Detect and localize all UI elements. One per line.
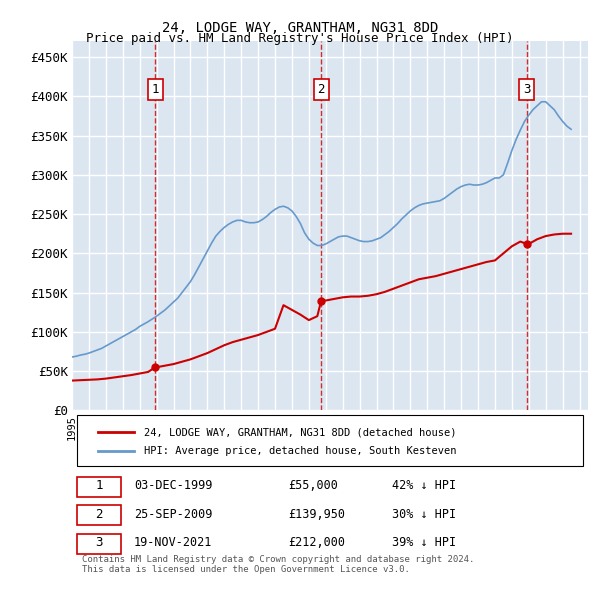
FancyBboxPatch shape (77, 415, 583, 466)
Text: £139,950: £139,950 (289, 508, 346, 521)
Text: Contains HM Land Registry data © Crown copyright and database right 2024.
This d: Contains HM Land Registry data © Crown c… (82, 555, 475, 575)
Text: 24, LODGE WAY, GRANTHAM, NG31 8DD (detached house): 24, LODGE WAY, GRANTHAM, NG31 8DD (detac… (144, 427, 457, 437)
Text: £212,000: £212,000 (289, 536, 346, 549)
Text: 30% ↓ HPI: 30% ↓ HPI (392, 508, 456, 521)
Text: 39% ↓ HPI: 39% ↓ HPI (392, 536, 456, 549)
Text: 24, LODGE WAY, GRANTHAM, NG31 8DD: 24, LODGE WAY, GRANTHAM, NG31 8DD (162, 21, 438, 35)
Text: 19-NOV-2021: 19-NOV-2021 (134, 536, 212, 549)
Text: 1: 1 (95, 480, 103, 493)
Text: 2: 2 (95, 508, 103, 521)
Text: 1: 1 (151, 83, 159, 96)
Text: HPI: Average price, detached house, South Kesteven: HPI: Average price, detached house, Sout… (144, 445, 457, 455)
Text: 3: 3 (523, 83, 530, 96)
FancyBboxPatch shape (77, 534, 121, 554)
Text: 42% ↓ HPI: 42% ↓ HPI (392, 480, 456, 493)
Text: Price paid vs. HM Land Registry's House Price Index (HPI): Price paid vs. HM Land Registry's House … (86, 32, 514, 45)
FancyBboxPatch shape (77, 505, 121, 525)
Text: 3: 3 (95, 536, 103, 549)
Text: 2: 2 (317, 83, 325, 96)
Text: £55,000: £55,000 (289, 480, 338, 493)
Text: 25-SEP-2009: 25-SEP-2009 (134, 508, 212, 521)
FancyBboxPatch shape (77, 477, 121, 497)
Text: 03-DEC-1999: 03-DEC-1999 (134, 480, 212, 493)
